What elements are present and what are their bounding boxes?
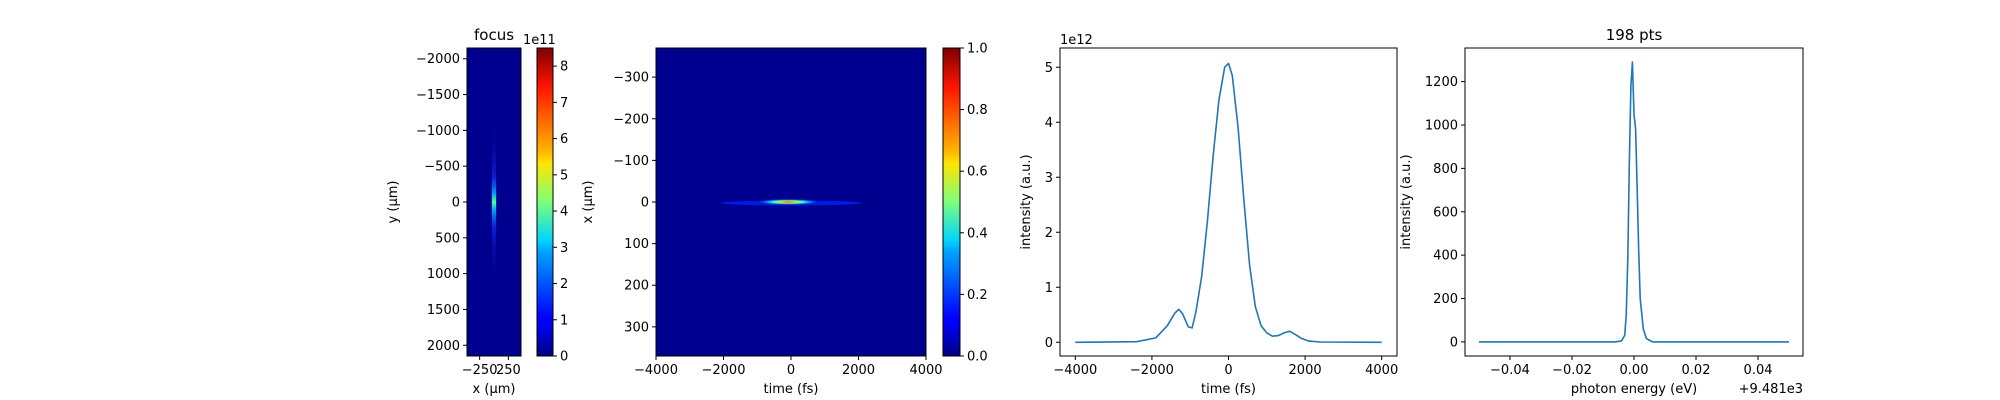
y-axis-label: intensity (a.u.) — [1019, 154, 1034, 249]
x-tick-label: 0 — [787, 363, 795, 378]
x-tick-label: 0 — [1224, 363, 1232, 378]
colorbar-tick-label: 3 — [560, 241, 568, 256]
y-tick-label: 500 — [435, 231, 460, 246]
y-tick-label: −2000 — [416, 52, 460, 67]
colorbar-tick-label: 6 — [560, 132, 568, 147]
y-tick-label: 1500 — [427, 303, 460, 318]
y-tick-label: 0 — [1045, 336, 1053, 351]
y-tick-label: 1200 — [1425, 75, 1458, 90]
y-tick-label: 2 — [1045, 226, 1053, 241]
y-tick-label: 3 — [1045, 171, 1053, 186]
x-tick-label: 0.04 — [1744, 363, 1773, 378]
colorbar-1: 0 1 2 3 4 5 6 7 8 1e11 — [523, 33, 568, 365]
x-axis-label: time (fs) — [1201, 382, 1256, 397]
y-tick-label: 1 — [1045, 281, 1053, 296]
colorbar-offset-text: 1e11 — [523, 33, 556, 48]
y-tick-label: −300 — [613, 71, 649, 86]
x-axis-label: x (μm) — [473, 382, 516, 397]
y-tick-label: 0 — [1450, 335, 1458, 350]
y-tick-label: 600 — [1433, 205, 1458, 220]
colorbar-tick-label: 8 — [560, 60, 568, 75]
colorbar-tick-label: 0.0 — [967, 350, 988, 365]
y-tick-label: −1500 — [416, 88, 460, 103]
y-axis-label: intensity (a.u.) — [1399, 154, 1414, 249]
axes-frame — [466, 47, 522, 357]
chart-title: focus — [474, 26, 514, 44]
x-tick-label: 2000 — [842, 363, 875, 378]
x-tick-label: −4000 — [1053, 363, 1097, 378]
x-tick-label: 250 — [496, 363, 521, 378]
colorbar-tick-label: 0.8 — [967, 103, 988, 118]
y-tick-label: 1000 — [1425, 119, 1458, 134]
colorbar-tick-label: 5 — [560, 168, 568, 183]
beam-profile — [491, 115, 497, 289]
colorbar-tick-label: 7 — [560, 96, 568, 111]
x-tick-label: 2000 — [1289, 363, 1322, 378]
y-tick-label: 400 — [1433, 249, 1458, 264]
x-tick-label: 4000 — [1365, 363, 1398, 378]
x-tick-label: −2000 — [1130, 363, 1174, 378]
x-tick-label: −250 — [462, 363, 498, 378]
x-axis-label: time (fs) — [764, 382, 819, 397]
axes-3: −4000 −2000 0 2000 4000 0 1 2 3 4 5 time (fs) intens… — [1019, 33, 1398, 397]
series-line — [1479, 61, 1789, 343]
y-tick-label: 1000 — [427, 267, 460, 282]
x-tick-label: 0.02 — [1682, 363, 1711, 378]
x-axis-label: photon energy (eV) — [1571, 382, 1697, 397]
colorbar-tick-label: 0.6 — [967, 165, 988, 180]
axes-4: −0.04 −0.02 0.00 0.02 0.04 0 200 400 600 800 1000 1… — [1399, 26, 1804, 397]
series-line — [1075, 62, 1382, 344]
y-axis-label: y (μm) — [386, 181, 401, 224]
x-tick-label: −0.02 — [1552, 363, 1592, 378]
x-tick-label: −2000 — [702, 363, 746, 378]
axes-2: −4000 −2000 0 2000 4000 −300 −200 −100 0 100 200 30… — [581, 47, 943, 397]
y-tick-label: −100 — [613, 154, 649, 169]
y-tick-label: 200 — [624, 279, 649, 294]
y-tick-label: 200 — [1433, 292, 1458, 307]
y-tick-label: 4 — [1045, 116, 1053, 131]
colorbar-2: 0.0 0.2 0.4 0.6 0.8 1.0 — [942, 42, 988, 365]
y-tick-label: 2000 — [427, 339, 460, 354]
axis-offset-text: +9.481e3 — [1739, 382, 1803, 397]
y-tick-label: −500 — [424, 160, 460, 175]
colorbar-tick-label: 2 — [560, 277, 568, 292]
y-tick-label: 300 — [624, 320, 649, 335]
chart-title: 198 pts — [1606, 26, 1663, 44]
axis-offset-text: 1e12 — [1060, 33, 1093, 48]
y-tick-label: 100 — [624, 237, 649, 252]
colorbar-gradient — [942, 47, 961, 357]
y-tick-label: 0 — [452, 196, 460, 211]
colorbar-tick-label: 1.0 — [967, 42, 988, 57]
y-tick-label: 0 — [641, 196, 649, 211]
x-tick-label: 4000 — [909, 363, 942, 378]
colorbar-tick-label: 4 — [560, 205, 568, 220]
pulse-core — [754, 198, 823, 206]
x-tick-label: 0.00 — [1620, 363, 1649, 378]
y-tick-label: −200 — [613, 112, 649, 127]
axes-frame — [655, 47, 927, 357]
y-tick-label: −1000 — [416, 124, 460, 139]
y-tick-label: 5 — [1045, 61, 1053, 76]
colorbar-gradient — [536, 47, 554, 357]
colorbar-tick-label: 0.4 — [967, 226, 988, 241]
colorbar-tick-label: 1 — [560, 313, 568, 328]
y-axis-label: x (μm) — [581, 181, 596, 224]
x-tick-label: −4000 — [634, 363, 678, 378]
axes-frame — [1059, 47, 1398, 357]
colorbar-tick-label: 0.2 — [967, 288, 988, 303]
y-tick-label: 800 — [1433, 162, 1458, 177]
axes-frame — [1464, 47, 1804, 357]
colorbar-tick-label: 0 — [560, 350, 568, 365]
x-tick-label: −0.04 — [1490, 363, 1530, 378]
